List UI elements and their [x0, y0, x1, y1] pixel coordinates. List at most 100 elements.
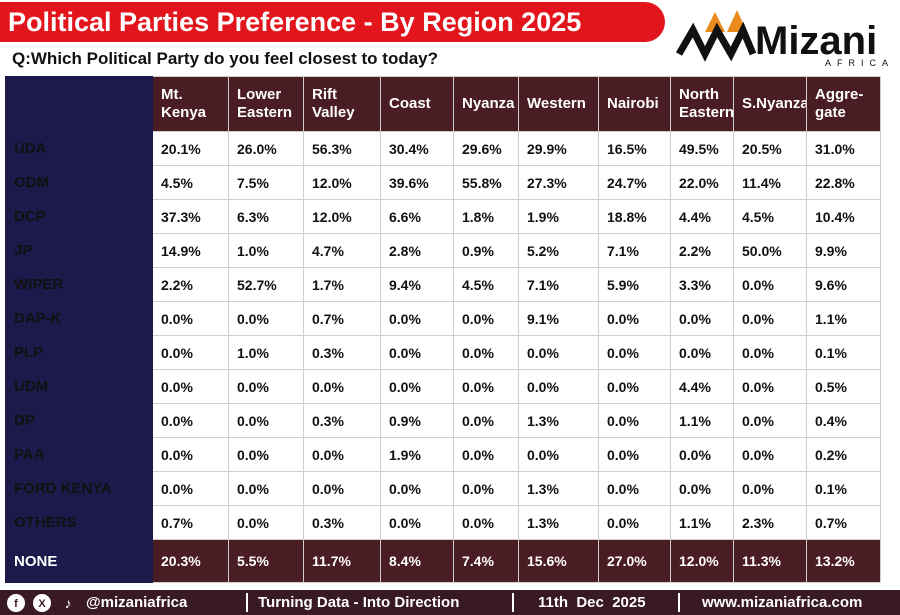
value-cell: 0.0% — [228, 471, 304, 506]
value-cell: 0.0% — [598, 437, 671, 472]
column-header: Nyanza — [453, 76, 519, 132]
table-row: PAA 0.0% 0.0% 0.0% 1.9% 0.0% 0.0% 0.0% 0.0% 0.0% 0… — [5, 437, 881, 472]
party-name: WIPER — [5, 267, 153, 302]
value-cell: 20.3% — [152, 539, 229, 583]
value-cell: 0.0% — [303, 437, 381, 472]
corner-cell — [5, 76, 153, 132]
value-cell: 0.0% — [303, 471, 381, 506]
value-cell: 0.0% — [303, 369, 381, 404]
value-cell: 0.0% — [670, 437, 734, 472]
value-cell: 0.0% — [670, 471, 734, 506]
value-cell: 50.0% — [733, 233, 807, 268]
separator — [678, 593, 680, 612]
value-cell: 1.0% — [228, 335, 304, 370]
value-cell: 27.0% — [598, 539, 671, 583]
value-cell: 1.1% — [806, 301, 881, 336]
table-row: FORD KENYA 0.0% 0.0% 0.0% 0.0% 0.0% 1.3% 0.0% 0.… — [5, 471, 881, 506]
value-cell: 16.5% — [598, 131, 671, 166]
value-cell: 3.3% — [670, 267, 734, 302]
value-cell: 5.2% — [518, 233, 599, 268]
column-header: Lower Eastern — [228, 76, 304, 132]
column-header: North Eastern — [670, 76, 734, 132]
column-header: Coast — [380, 76, 454, 132]
party-name: NONE — [5, 539, 153, 583]
value-cell: 9.9% — [806, 233, 881, 268]
value-cell: 20.5% — [733, 131, 807, 166]
value-cell: 0.7% — [152, 505, 229, 540]
party-name: OTHERS — [5, 505, 153, 540]
value-cell: 11.4% — [733, 165, 807, 200]
value-cell: 0.9% — [380, 403, 454, 438]
value-cell: 2.8% — [380, 233, 454, 268]
value-cell: 0.0% — [518, 335, 599, 370]
value-cell: 4.4% — [670, 199, 734, 234]
column-header: Western — [518, 76, 599, 132]
value-cell: 0.0% — [380, 301, 454, 336]
value-cell: 0.0% — [152, 437, 229, 472]
value-cell: 1.9% — [380, 437, 454, 472]
value-cell: 15.6% — [518, 539, 599, 583]
value-cell: 56.3% — [303, 131, 381, 166]
value-cell: 0.0% — [598, 505, 671, 540]
value-cell: 0.9% — [453, 233, 519, 268]
value-cell: 6.3% — [228, 199, 304, 234]
value-cell: 0.0% — [453, 505, 519, 540]
value-cell: 0.1% — [806, 471, 881, 506]
value-cell: 0.0% — [228, 437, 304, 472]
value-cell: 0.0% — [598, 403, 671, 438]
value-cell: 1.1% — [670, 505, 734, 540]
table-row: ODM 4.5% 7.5% 12.0% 39.6% 55.8% 27.3% 24.7% 22.0… — [5, 165, 881, 200]
value-cell: 11.3% — [733, 539, 807, 583]
value-cell: 13.2% — [806, 539, 881, 583]
social-icons: f X ♪ — [7, 594, 72, 612]
value-cell: 0.0% — [453, 335, 519, 370]
value-cell: 11.7% — [303, 539, 381, 583]
value-cell: 1.3% — [518, 471, 599, 506]
value-cell: 0.0% — [380, 505, 454, 540]
value-cell: 0.0% — [228, 301, 304, 336]
table-row: JP 14.9% 1.0% 4.7% 2.8% 0.9% 5.2% 7.1% 2.2% 50.0%… — [5, 233, 881, 268]
table-row: PLP 0.0% 1.0% 0.3% 0.0% 0.0% 0.0% 0.0% 0.0% 0.0% 0… — [5, 335, 881, 370]
value-cell: 49.5% — [670, 131, 734, 166]
value-cell: 29.6% — [453, 131, 519, 166]
value-cell: 0.2% — [806, 437, 881, 472]
value-cell: 14.9% — [152, 233, 229, 268]
value-cell: 2.2% — [152, 267, 229, 302]
value-cell: 0.0% — [598, 369, 671, 404]
separator — [512, 593, 514, 612]
results-table: Mt. Kenya Lower Eastern Rift Valley Coast Ny… — [5, 76, 881, 583]
value-cell: 0.4% — [806, 403, 881, 438]
table-row: DAP-K 0.0% 0.0% 0.7% 0.0% 0.0% 9.1% 0.0% 0.0% 0.0… — [5, 301, 881, 336]
value-cell: 0.0% — [453, 369, 519, 404]
value-cell: 7.1% — [518, 267, 599, 302]
value-cell: 0.0% — [670, 301, 734, 336]
value-cell: 1.3% — [518, 403, 599, 438]
value-cell: 0.0% — [228, 403, 304, 438]
value-cell: 0.0% — [228, 369, 304, 404]
header-row: Mt. Kenya Lower Eastern Rift Valley Coast Ny… — [5, 76, 881, 132]
value-cell: 0.0% — [380, 369, 454, 404]
value-cell: 39.6% — [380, 165, 454, 200]
value-cell: 30.4% — [380, 131, 454, 166]
party-name: DAP-K — [5, 301, 153, 336]
value-cell: 0.0% — [152, 471, 229, 506]
value-cell: 27.3% — [518, 165, 599, 200]
value-cell: 26.0% — [228, 131, 304, 166]
table-row: NONE 20.3% 5.5% 11.7% 8.4% 7.4% 15.6% 27.0% 12.0… — [5, 539, 881, 583]
value-cell: 0.0% — [733, 471, 807, 506]
value-cell: 0.0% — [518, 437, 599, 472]
value-cell: 24.7% — [598, 165, 671, 200]
slogan: Turning Data - Into Direction — [258, 594, 460, 611]
value-cell: 0.0% — [228, 505, 304, 540]
title: Political Parties Preference - By Region… — [0, 2, 665, 42]
logo: Mizani AFRICA — [675, 10, 888, 68]
svg-text:♪: ♪ — [65, 595, 72, 611]
table-row: DP 0.0% 0.0% 0.3% 0.9% 0.0% 1.3% 0.0% 1.1% 0.0% 0.… — [5, 403, 881, 438]
party-name: PAA — [5, 437, 153, 472]
party-name: PLP — [5, 335, 153, 370]
value-cell: 1.0% — [228, 233, 304, 268]
value-cell: 0.0% — [598, 471, 671, 506]
value-cell: 0.3% — [303, 335, 381, 370]
value-cell: 12.0% — [303, 199, 381, 234]
